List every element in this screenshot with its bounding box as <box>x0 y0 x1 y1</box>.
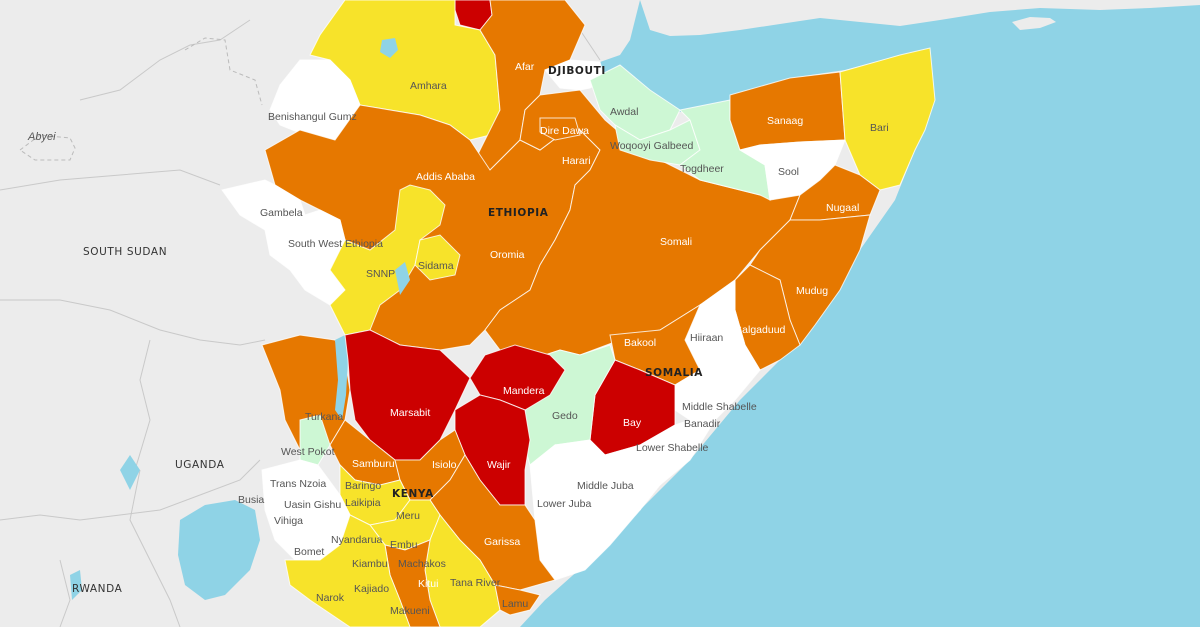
label-isiolo: Isiolo <box>432 459 457 471</box>
label-vihiga: Vihiga <box>274 515 303 527</box>
label-gambela: Gambela <box>260 207 303 219</box>
label-dire-dawa: Dire Dawa <box>540 125 589 137</box>
region-west-pokot[interactable] <box>299 414 331 466</box>
label-tana-river: Tana River <box>450 577 501 589</box>
label-bakool: Bakool <box>624 337 656 349</box>
label-snnp: SNNP <box>366 268 395 280</box>
lake <box>395 262 410 295</box>
label-bomet: Bomet <box>294 546 324 558</box>
dashed-boundary <box>184 37 263 106</box>
label-machakos: Machakos <box>398 558 446 570</box>
label-wajir: Wajir <box>487 459 511 471</box>
lake <box>120 455 140 490</box>
border-line <box>0 459 261 521</box>
label-addis: Addis Ababa <box>416 171 475 183</box>
lake <box>70 570 82 600</box>
label-narok: Narok <box>316 592 345 604</box>
region-bari[interactable] <box>839 47 936 191</box>
label-ethiopia: ETHIOPIA <box>488 207 549 219</box>
label-somali: Somali <box>660 236 692 248</box>
label-turkana: Turkana <box>305 411 343 423</box>
region-kajiado[interactable] <box>284 514 411 627</box>
label-woqooyi: Woqooyi Galbeed <box>610 140 693 152</box>
border-line <box>129 469 181 627</box>
label-mudug: Mudug <box>796 285 828 297</box>
label-west-pokot: West Pokot <box>281 446 335 458</box>
border-line <box>134 339 151 471</box>
label-middle-shabelle: Middle Shabelle <box>682 401 757 413</box>
label-sool: Sool <box>778 166 799 178</box>
label-busia: Busia <box>238 494 264 506</box>
label-sidama: Sidama <box>418 260 454 272</box>
label-gedo: Gedo <box>552 410 578 422</box>
label-sw-ethiopia: South West Ethiopia <box>288 238 383 250</box>
label-djibouti: DJIBOUTI <box>548 65 606 77</box>
label-galgaduud: Galgaduud <box>734 324 786 336</box>
label-south-sudan: SOUTH SUDAN <box>83 246 167 258</box>
land-north <box>640 0 1200 36</box>
label-lower-juba: Lower Juba <box>537 498 591 510</box>
region-sidama[interactable] <box>414 234 461 281</box>
region-dire-dawa[interactable] <box>539 117 581 141</box>
label-nyandarua: Nyandarua <box>331 534 383 546</box>
region-middle-shabelle[interactable] <box>674 368 762 421</box>
dashed-boundary <box>19 134 76 161</box>
label-embu: Embu <box>390 539 418 551</box>
label-banadir: Banadir <box>684 418 721 430</box>
label-afar: Afar <box>515 61 535 73</box>
label-garissa: Garissa <box>484 536 520 548</box>
lake <box>380 38 398 58</box>
label-mandera: Mandera <box>503 385 545 397</box>
label-togdheer: Togdheer <box>680 163 724 175</box>
label-somalia: SOMALIA <box>645 367 703 379</box>
label-harari: Harari <box>562 155 591 167</box>
label-meru: Meru <box>396 510 420 522</box>
label-nugaal: Nugaal <box>826 202 859 214</box>
label-laikipia: Laikipia <box>345 497 381 509</box>
label-kenya: KENYA <box>392 488 434 500</box>
border-line <box>0 299 266 346</box>
label-oromia: Oromia <box>490 249 525 261</box>
label-kajiado: Kajiado <box>354 583 389 595</box>
region-lamu[interactable] <box>494 584 541 616</box>
label-hiiraan: Hiiraan <box>690 332 723 344</box>
label-uasin-gishu: Uasin Gishu <box>284 499 341 511</box>
label-amhara: Amhara <box>410 80 447 92</box>
label-lamu: Lamu <box>502 598 528 610</box>
label-marsabit: Marsabit <box>390 407 430 419</box>
label-trans-nzoia: Trans Nzoia <box>270 478 326 490</box>
lake-turkana <box>335 335 348 420</box>
label-bari: Bari <box>870 122 889 134</box>
label-bay: Bay <box>623 417 642 429</box>
border-line <box>59 559 71 627</box>
label-makueni: Makueni <box>390 605 430 617</box>
label-sanaag: Sanaag <box>767 115 803 127</box>
label-kiambu: Kiambu <box>352 558 388 570</box>
label-benishangul: Benishangul Gumz <box>268 111 357 123</box>
label-uganda: UGANDA <box>175 459 225 471</box>
label-baringo: Baringo <box>345 480 381 492</box>
label-rwanda: RWANDA <box>72 583 123 595</box>
label-awdal: Awdal <box>610 106 638 118</box>
island <box>1012 17 1056 30</box>
label-kitui: Kitui <box>418 578 438 590</box>
region-mudug[interactable] <box>749 214 871 347</box>
border-line <box>0 169 221 191</box>
label-lower-shabelle: Lower Shabelle <box>636 442 709 454</box>
label-samburu: Samburu <box>352 458 395 470</box>
label-abyei: Abyei <box>27 131 56 143</box>
lake <box>178 500 260 600</box>
border-line <box>79 19 251 101</box>
label-middle-juba: Middle Juba <box>577 480 634 492</box>
